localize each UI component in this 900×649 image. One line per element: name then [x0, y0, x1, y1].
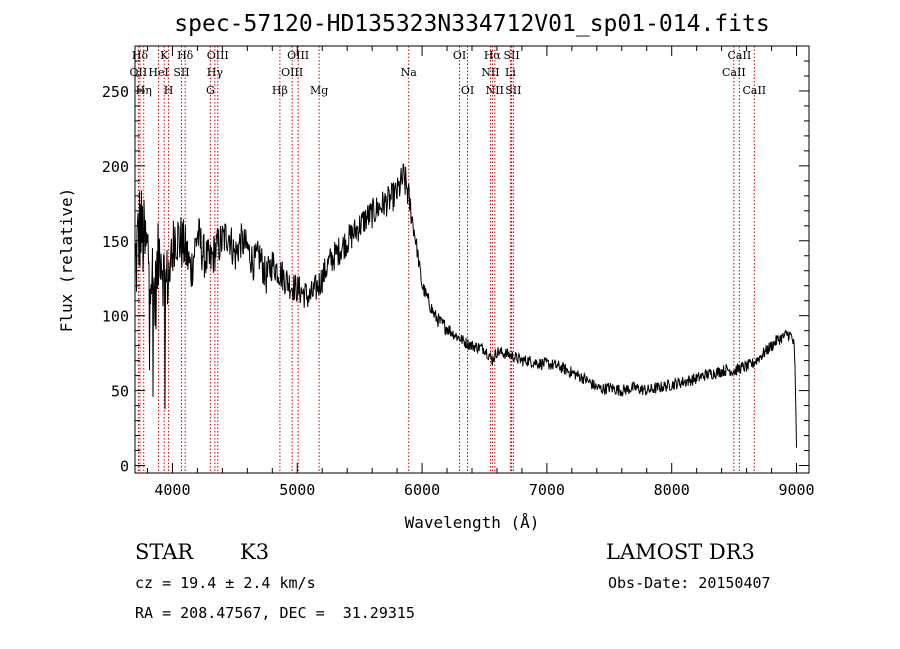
object-class: STAR: [135, 540, 194, 564]
chart-title: spec-57120-HD135323N334712V01_sp01-014.f…: [174, 11, 769, 37]
spectral-line-label: OI: [453, 49, 466, 62]
spectral-line-label: Li: [505, 66, 516, 79]
spectral-line-label: OIII: [207, 49, 229, 62]
spectral-line-label: SII: [173, 66, 189, 79]
y-tick-label: 200: [102, 158, 129, 176]
y-tick-label: 150: [102, 233, 129, 251]
plot-frame: [134, 45, 810, 474]
spectral-line-label: H: [164, 84, 174, 97]
y-tick-label: 50: [111, 383, 129, 401]
spectral-line-label: OIII: [281, 66, 303, 79]
spectral-line-label: SII: [503, 49, 519, 62]
spectral-line-label: CaII: [742, 84, 766, 97]
spectral-line-label: Hδ: [132, 49, 149, 62]
redshift-text: cz = 19.4 ± 2.4 km/s: [135, 574, 316, 592]
spectral-line-label: SII: [505, 84, 521, 97]
radec-text: RA = 208.47567, DEC = 31.29315: [135, 604, 415, 622]
spectral-line-label: Hβ: [272, 84, 288, 97]
survey-label: LAMOST DR3: [606, 540, 755, 564]
x-tick-label: 4000: [154, 481, 190, 499]
obs-date-text: Obs-Date: 20150407: [608, 574, 771, 592]
x-tick-label: 5000: [279, 481, 315, 499]
flux-series-line: [134, 163, 797, 448]
y-axis: 0 50 100 150 200 250: [102, 45, 809, 476]
spectral-line-label: G: [206, 84, 215, 97]
x-tick-label: 9000: [778, 481, 814, 499]
object-subclass: K3: [240, 540, 270, 564]
x-tick-label: 7000: [529, 481, 565, 499]
spectral-line-label: Na: [401, 66, 418, 79]
spectral-line-label: CaII: [728, 49, 752, 62]
series-layer: [134, 163, 797, 448]
x-axis: 4000 5000 6000 7000 8000 9000: [146, 46, 815, 499]
spectral-line-label: Mg: [310, 84, 328, 97]
spectral-line-label: NII: [481, 66, 499, 79]
x-tick-label: 6000: [404, 481, 440, 499]
spectral-line-label: OII: [130, 66, 148, 79]
spectral-line-label: CaII: [722, 66, 746, 79]
y-tick-label: 250: [102, 83, 129, 101]
spectral-line-label: HeI: [148, 66, 168, 79]
spectral-line-label: Hα: [484, 49, 502, 62]
spectral-line-label: OI: [461, 84, 474, 97]
spectral-line-label: NII: [486, 84, 504, 97]
x-axis-label: Wavelength (Å): [405, 513, 540, 532]
spectral-line-label: K: [160, 49, 169, 62]
spectral-line-label: OIII: [287, 49, 309, 62]
spectral-line-label: Hγ: [207, 66, 224, 79]
y-axis-label: Flux (relative): [57, 188, 76, 333]
spectral-line-label: Hδ: [177, 49, 194, 62]
y-tick-label: 0: [120, 458, 129, 476]
y-tick-label: 100: [102, 308, 129, 326]
x-tick-label: 8000: [654, 481, 690, 499]
